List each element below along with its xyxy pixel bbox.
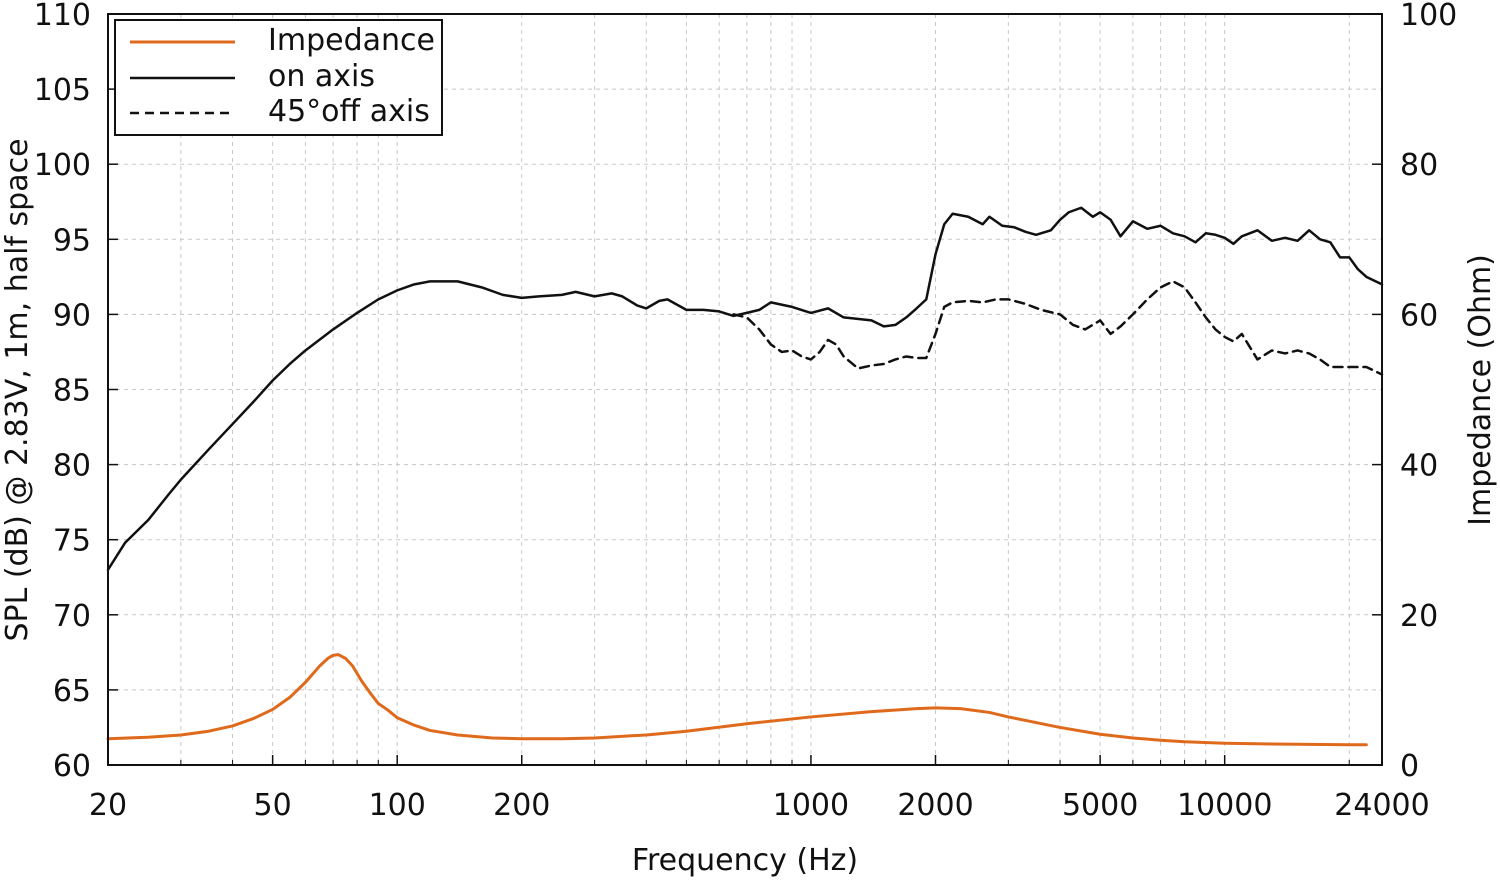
legend-label-on-axis: on axis (268, 59, 375, 94)
x-tick-label: 5000 (1062, 788, 1138, 823)
y-tick-label-left: 95 (53, 223, 91, 258)
y-tick-label-right: 100 (1400, 0, 1457, 33)
x-tick-label: 2000 (897, 788, 973, 823)
x-tick-label: 50 (254, 788, 292, 823)
x-tick-label: 10000 (1177, 788, 1272, 823)
y-tick-label-left: 65 (53, 674, 91, 709)
y-tick-label-right: 80 (1400, 148, 1438, 183)
legend: Impedance on axis 45°off axis (114, 19, 443, 136)
x-tick-label: 100 (369, 788, 426, 823)
x-tick-label: 200 (493, 788, 550, 823)
y-tick-label-left: 105 (34, 73, 91, 108)
y-tick-label-right: 60 (1400, 298, 1438, 333)
y-tick-label-left: 100 (34, 148, 91, 183)
y-tick-label-right: 0 (1400, 749, 1419, 784)
y-axis-title-right: Impedance (Ohm) (1463, 254, 1498, 526)
y-tick-label-left: 75 (53, 524, 91, 559)
x-tick-label: 1000 (773, 788, 849, 823)
y-axis-title-left: SPL (dB) @ 2.83V, 1m, half space (0, 138, 35, 641)
y-tick-label-right: 40 (1400, 449, 1438, 484)
x-tick-label: 24000 (1334, 788, 1429, 823)
x-tick-label: 20 (89, 788, 127, 823)
y-tick-label-left: 110 (34, 0, 91, 33)
series-line-45-off-axis (732, 280, 1384, 376)
y-tick-label-left: 80 (53, 449, 91, 484)
series-line-on-axis (106, 206, 1384, 571)
legend-label-impedance: Impedance (268, 23, 435, 58)
y-tick-label-left: 70 (53, 599, 91, 634)
axis-ticks: 20 50 100 200 1000 2000 5000 10000 2400060657075… (34, 0, 1458, 823)
plot-series (106, 206, 1384, 747)
y-tick-label-left: 85 (53, 374, 91, 409)
y-tick-label-left: 60 (53, 749, 91, 784)
legend-label-off-axis: 45°off axis (268, 94, 430, 129)
grid (108, 14, 1382, 765)
y-tick-label-left: 90 (53, 298, 91, 333)
y-tick-label-right: 20 (1400, 599, 1438, 634)
x-axis-title: Frequency (Hz) (632, 843, 858, 878)
series-line-impedance (106, 653, 1368, 747)
